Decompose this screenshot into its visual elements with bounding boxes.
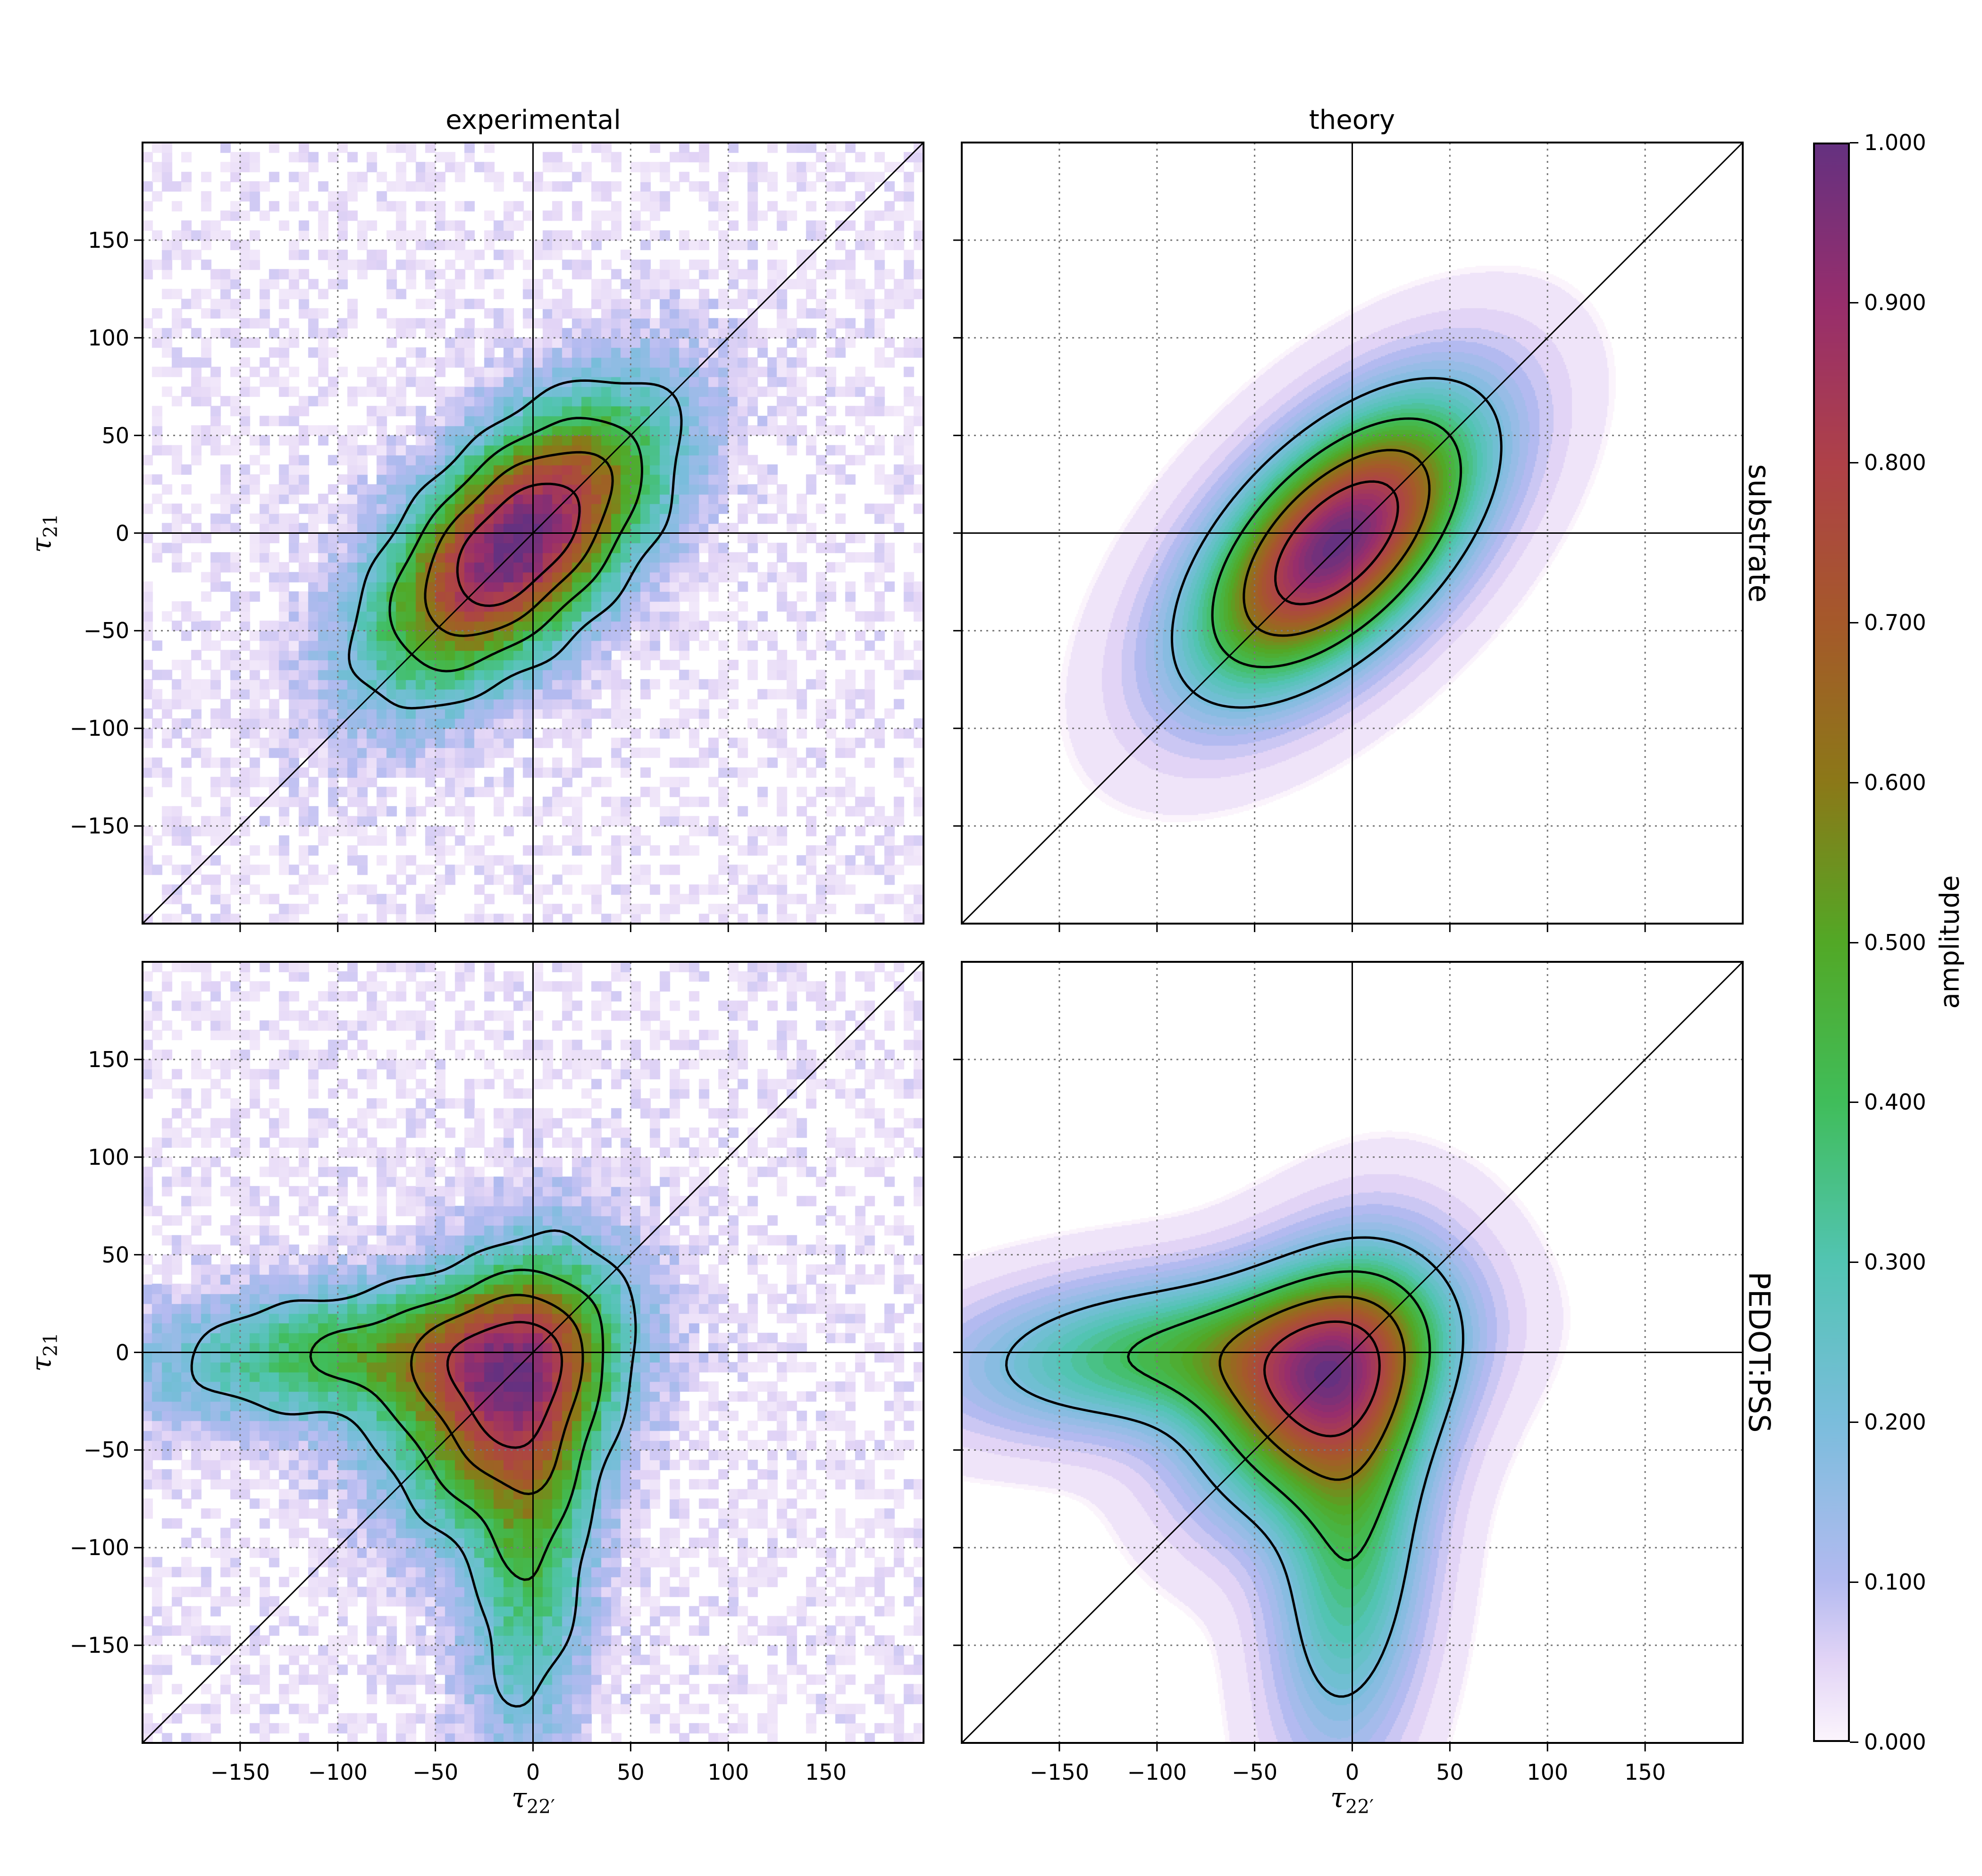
diagonal-line	[961, 142, 1744, 925]
colorbar-tick-mark	[1850, 1262, 1858, 1263]
colorbar-tick-label: 0.500	[1864, 929, 1926, 955]
x-tick-label: −100	[308, 1759, 368, 1785]
column-title-experimental: experimental	[445, 105, 621, 135]
panel-overlay	[134, 961, 924, 1751]
column-title-theory: theory	[1309, 105, 1395, 135]
colorbar-tick-label: 0.700	[1864, 609, 1926, 635]
contour-line-0.4	[1127, 1270, 1431, 1562]
x-tick-label: −100	[1127, 1759, 1187, 1785]
x-tick-label: 50	[1436, 1759, 1464, 1785]
colorbar-tick-label: 0.600	[1864, 769, 1926, 795]
colorbar-tick-label: 0.300	[1864, 1249, 1926, 1275]
contour-line-0.8	[1274, 480, 1399, 606]
y-tick-label: −100	[69, 715, 129, 741]
y-tick-label: 150	[88, 227, 129, 253]
contour-line-0.6	[410, 1294, 584, 1495]
y-axis-label-top: τ21	[25, 513, 62, 553]
x-tick-label: −150	[1029, 1759, 1090, 1785]
contour-line-0.4	[1211, 417, 1462, 668]
contour-line-0.2	[1005, 1236, 1464, 1698]
row-label-pedot-pss: PEDOT:PSS	[1742, 1271, 1777, 1433]
x-tick-label: 0	[526, 1759, 540, 1785]
y-tick-label: −150	[69, 1632, 129, 1658]
colorbar-tick-label: 0.400	[1864, 1089, 1926, 1115]
colorbar-tick-mark	[1850, 1582, 1858, 1583]
x-tick-label: 150	[1624, 1759, 1666, 1785]
diagonal-line	[142, 961, 924, 1744]
colorbar	[1813, 143, 1850, 1742]
x-tick-label: 100	[1527, 1759, 1569, 1785]
contour-line-0.6	[1218, 1296, 1406, 1481]
y-tick-label: 50	[101, 1242, 129, 1268]
y-tick-label: 0	[115, 1339, 129, 1365]
y-tick-label: −150	[69, 813, 129, 839]
x-axis-label-right: τ22′	[1330, 1782, 1374, 1818]
colorbar-tick-label: 0.200	[1864, 1409, 1926, 1435]
colorbar-tick-mark	[1850, 302, 1858, 303]
colorbar-tick-label: 0.800	[1864, 449, 1926, 475]
colorbar-tick-label: 0.100	[1864, 1569, 1926, 1595]
panel-overlay	[134, 142, 924, 932]
diagonal-line	[142, 142, 924, 925]
contour-line-0.4	[309, 1269, 605, 1581]
heatmap-panel-pedot-pss-experimental: −150 −100 −50 0 50 100 150 −150 −100 −50 0 50 100 150	[70, 961, 924, 1785]
colorbar-tick-label: 0.900	[1864, 289, 1926, 315]
y-tick-label: −50	[83, 618, 129, 644]
colorbar-tick-label: 1.000	[1864, 130, 1926, 155]
diagonal-line	[961, 961, 1744, 1744]
heatmap-panel-pedot-pss-theory: −150 −100 −50 0 50 100 150	[953, 961, 1744, 1785]
colorbar-tick-mark	[1850, 462, 1858, 463]
y-tick-label: 50	[101, 422, 129, 448]
colorbar-tick-mark	[1850, 782, 1858, 783]
x-tick-label: 50	[617, 1759, 645, 1785]
contour-line-0.2	[1170, 377, 1503, 709]
contour-line-0.8	[456, 482, 581, 607]
contour-line-0.6	[1243, 449, 1431, 637]
colorbar-tick-mark	[1850, 942, 1858, 943]
contour-line-0.4	[388, 417, 643, 673]
contour-line-0.6	[424, 451, 614, 637]
colorbar-label: amplitude	[1934, 875, 1965, 1009]
y-axis-label-bottom: τ21	[25, 1332, 62, 1372]
heatmap-panel-substrate-experimental: −150 −100 −50 0 50 100 150	[70, 142, 924, 932]
colorbar-tick-mark	[1850, 622, 1858, 623]
y-tick-label: 0	[115, 520, 129, 546]
colorbar-tick-mark	[1850, 142, 1858, 143]
y-tick-label: −50	[83, 1437, 129, 1463]
colorbar-tick-mark	[1850, 1741, 1858, 1743]
contour-line-0.8	[446, 1321, 563, 1449]
colorbar-tick-label: 0.000	[1864, 1729, 1926, 1755]
colorbar-tick-mark	[1850, 1102, 1858, 1103]
panel-overlay	[953, 961, 1744, 1751]
x-tick-label: −50	[412, 1759, 459, 1785]
contour-line-0.8	[1263, 1320, 1381, 1438]
y-tick-label: 100	[88, 1144, 129, 1170]
x-tick-label: 150	[805, 1759, 847, 1785]
panel-overlay	[953, 142, 1744, 932]
x-tick-label: 100	[707, 1759, 749, 1785]
contour-line-0.2	[190, 1229, 637, 1708]
heatmap-panel-substrate-theory	[953, 142, 1744, 932]
y-tick-label: 100	[88, 325, 129, 351]
y-tick-label: −100	[69, 1535, 129, 1561]
row-label-substrate: substrate	[1742, 464, 1777, 603]
x-tick-label: 0	[1345, 1759, 1360, 1785]
x-tick-label: −150	[210, 1759, 270, 1785]
colorbar-tick-mark	[1850, 1422, 1858, 1423]
contour-line-0.2	[348, 379, 683, 710]
x-tick-label: −50	[1232, 1759, 1278, 1785]
x-axis-label-left: τ22′	[511, 1782, 555, 1818]
y-tick-label: 150	[88, 1046, 129, 1072]
